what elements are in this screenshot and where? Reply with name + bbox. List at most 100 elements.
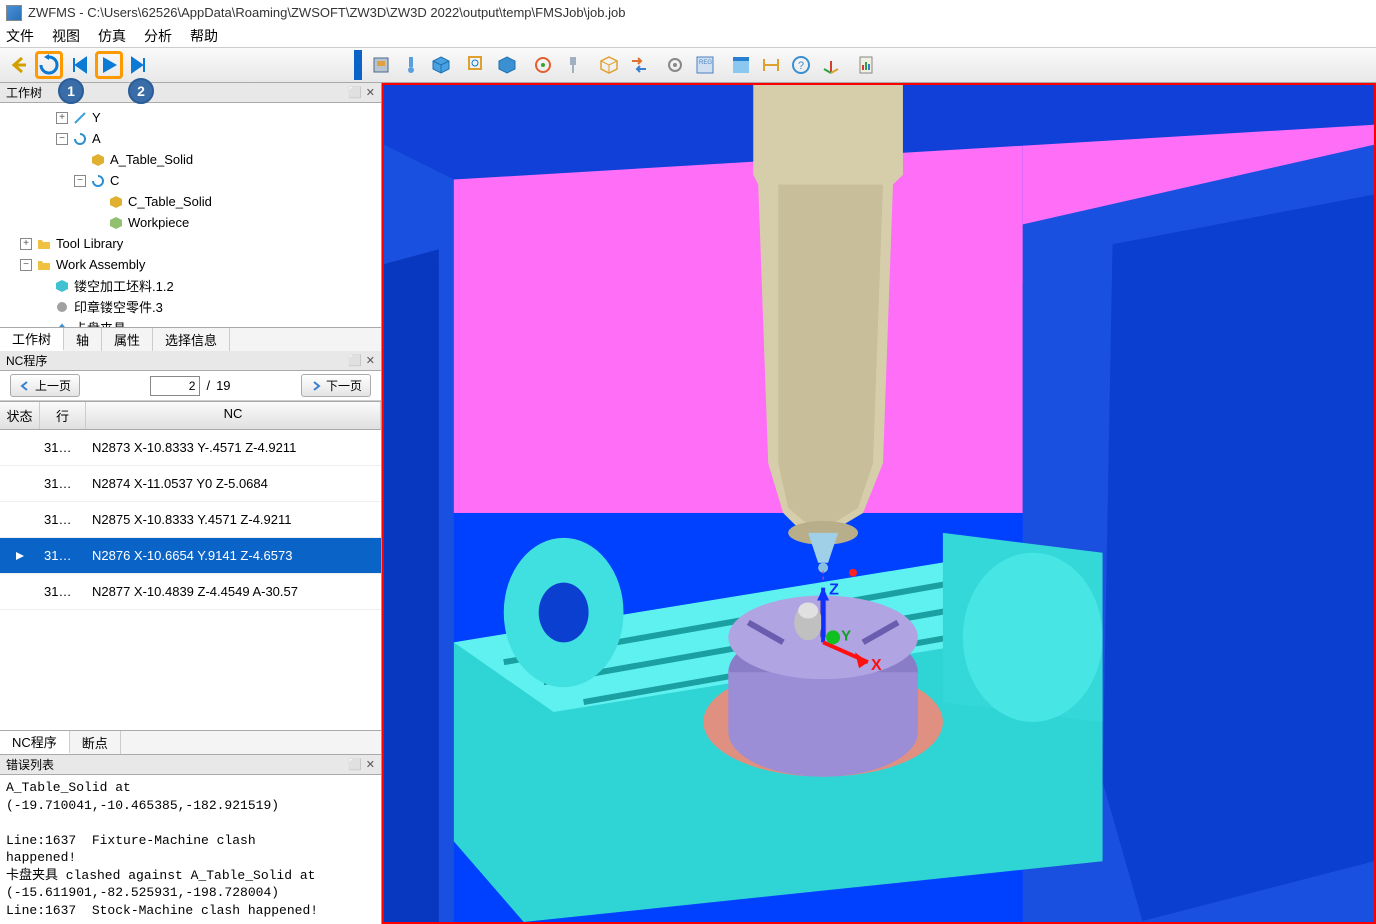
step-back-button[interactable] xyxy=(65,51,93,79)
panel-close-button[interactable]: ✕ xyxy=(366,354,375,367)
rotary-icon xyxy=(90,173,106,189)
machine-button[interactable] xyxy=(367,51,395,79)
error-list-header: 错误列表 ⬜ ✕ xyxy=(0,755,381,775)
panel-close-button[interactable]: ✕ xyxy=(366,86,375,99)
spindle-icon xyxy=(563,55,583,75)
search-button[interactable] xyxy=(463,51,491,79)
panel-button[interactable] xyxy=(727,51,755,79)
tree-item-workpiece[interactable]: Workpiece xyxy=(2,212,379,233)
page-input[interactable] xyxy=(150,376,200,396)
axis-button[interactable] xyxy=(817,51,845,79)
collapse-icon[interactable]: − xyxy=(20,259,32,271)
report-button[interactable] xyxy=(853,51,881,79)
spindle-button[interactable] xyxy=(559,51,587,79)
cube-button[interactable] xyxy=(427,51,455,79)
panel-float-button[interactable]: ⬜ xyxy=(348,86,362,99)
tree-item-c[interactable]: − C xyxy=(2,170,379,191)
nc-row[interactable]: 31…N2876 X-10.6654 Y.9141 Z-4.6573 xyxy=(0,538,381,574)
tree-item-c-table[interactable]: C_Table_Solid xyxy=(2,191,379,212)
nc-table[interactable]: 状态 行 NC 31…N2873 X-10.8333 Y-.4571 Z-4.9… xyxy=(0,401,381,730)
main-toolbar: 1 2 REG ? xyxy=(0,47,1376,83)
page-sep: / xyxy=(206,378,210,393)
tab-breakpoint[interactable]: 断点 xyxy=(70,731,121,754)
search-icon xyxy=(467,55,487,75)
tree-item-work-assembly[interactable]: − Work Assembly xyxy=(2,254,379,275)
svg-text:?: ? xyxy=(798,60,804,72)
col-code[interactable]: NC xyxy=(86,402,381,429)
nc-code: N2873 X-10.8333 Y-.4571 Z-4.9211 xyxy=(86,440,381,455)
target-button[interactable] xyxy=(529,51,557,79)
nc-row[interactable]: 31…N2873 X-10.8333 Y-.4571 Z-4.9211 xyxy=(0,430,381,466)
window-titlebar: ZWFMS - C:\Users\62526\AppData\Roaming\Z… xyxy=(0,0,1376,25)
next-page-button[interactable]: 下一页 xyxy=(301,374,371,397)
measure-button[interactable] xyxy=(757,51,785,79)
axis-z-label: Z xyxy=(829,582,839,599)
expand-icon[interactable]: + xyxy=(56,112,68,124)
collapse-icon[interactable]: − xyxy=(74,175,86,187)
tab-axis[interactable]: 轴 xyxy=(64,328,102,351)
viewport-scene: Z X Y xyxy=(384,85,1374,922)
menu-help[interactable]: 帮助 xyxy=(190,26,218,46)
stock-icon xyxy=(54,278,70,294)
settings-button[interactable] xyxy=(661,51,689,79)
panel-float-button[interactable]: ⬜ xyxy=(348,758,362,771)
app-icon xyxy=(6,5,22,21)
tab-selection[interactable]: 选择信息 xyxy=(153,328,230,351)
nc-header: NC程序 ⬜ ✕ xyxy=(0,351,381,371)
transfer-button[interactable] xyxy=(625,51,653,79)
tree-item-tool-library[interactable]: + Tool Library xyxy=(2,233,379,254)
step-back-icon xyxy=(68,54,90,76)
collapse-icon[interactable]: − xyxy=(56,133,68,145)
nc-row[interactable]: 31…N2875 X-10.8333 Y.4571 Z-4.9211 xyxy=(0,502,381,538)
prev-page-button[interactable]: 上一页 xyxy=(10,374,80,397)
tool-icon xyxy=(401,55,421,75)
solid-icon xyxy=(108,194,124,210)
rotary-icon xyxy=(72,131,88,147)
wireframe-button[interactable] xyxy=(595,51,623,79)
error-list-body[interactable]: A_Table_Solid at (-19.710041,-10.465385,… xyxy=(0,775,381,924)
machine-icon xyxy=(371,55,391,75)
col-status[interactable]: 状态 xyxy=(0,402,40,429)
reset-button[interactable] xyxy=(35,51,63,79)
folder-open-icon xyxy=(36,257,52,273)
col-line[interactable]: 行 xyxy=(40,402,86,429)
gear-icon xyxy=(665,55,685,75)
main-area: 工作树 ⬜ ✕ + Y − A xyxy=(0,83,1376,924)
menu-view[interactable]: 视图 xyxy=(52,26,80,46)
tree-item-y[interactable]: + Y xyxy=(2,107,379,128)
menu-analyze[interactable]: 分析 xyxy=(144,26,172,46)
nc-program-panel: NC程序 ⬜ ✕ 上一页 / 19 下一页 xyxy=(0,351,381,754)
panel-close-button[interactable]: ✕ xyxy=(366,758,375,771)
help-button[interactable]: ? xyxy=(787,51,815,79)
tree-item-stock[interactable]: 镂空加工坯料.1.2 xyxy=(2,275,379,296)
nc-row[interactable]: 31…N2874 X-11.0537 Y0 Z-5.0684 xyxy=(0,466,381,502)
menu-sim[interactable]: 仿真 xyxy=(98,26,126,46)
tree-item-fixture[interactable]: 卡盘夹具 xyxy=(2,317,379,327)
tree-item-a-table[interactable]: A_Table_Solid xyxy=(2,149,379,170)
tool-button[interactable] xyxy=(397,51,425,79)
window-title: ZWFMS - C:\Users\62526\AppData\Roaming\Z… xyxy=(28,5,625,20)
axis-x-label: X xyxy=(871,657,882,674)
step-forward-button[interactable] xyxy=(125,51,153,79)
back-button[interactable] xyxy=(5,51,33,79)
tab-tree[interactable]: 工作树 xyxy=(0,328,64,351)
3d-viewport[interactable]: Z X Y xyxy=(382,83,1376,924)
nc-row[interactable]: 31…N2877 X-10.4839 Z-4.4549 A-30.57 xyxy=(0,574,381,610)
tree-item-part[interactable]: 印章镂空零件.3 xyxy=(2,296,379,317)
cube2-button[interactable] xyxy=(493,51,521,79)
cube2-icon xyxy=(497,55,517,75)
step-forward-icon xyxy=(128,54,150,76)
svg-text:REG: REG xyxy=(699,60,712,66)
register-button[interactable]: REG xyxy=(691,51,719,79)
panel-float-button[interactable]: ⬜ xyxy=(348,354,362,367)
expand-icon[interactable]: + xyxy=(20,238,32,250)
tree-item-a[interactable]: − A xyxy=(2,128,379,149)
tab-nc[interactable]: NC程序 xyxy=(0,731,70,754)
nc-code: N2876 X-10.6654 Y.9141 Z-4.6573 xyxy=(86,548,381,563)
nc-line: 31… xyxy=(40,476,86,491)
tree-body[interactable]: + Y − A A_Table_Solid − C xyxy=(0,103,381,327)
menu-file[interactable]: 文件 xyxy=(6,26,34,46)
axis-y-label: Y xyxy=(841,627,851,644)
play-button[interactable] xyxy=(95,51,123,79)
tab-attr[interactable]: 属性 xyxy=(102,328,153,351)
